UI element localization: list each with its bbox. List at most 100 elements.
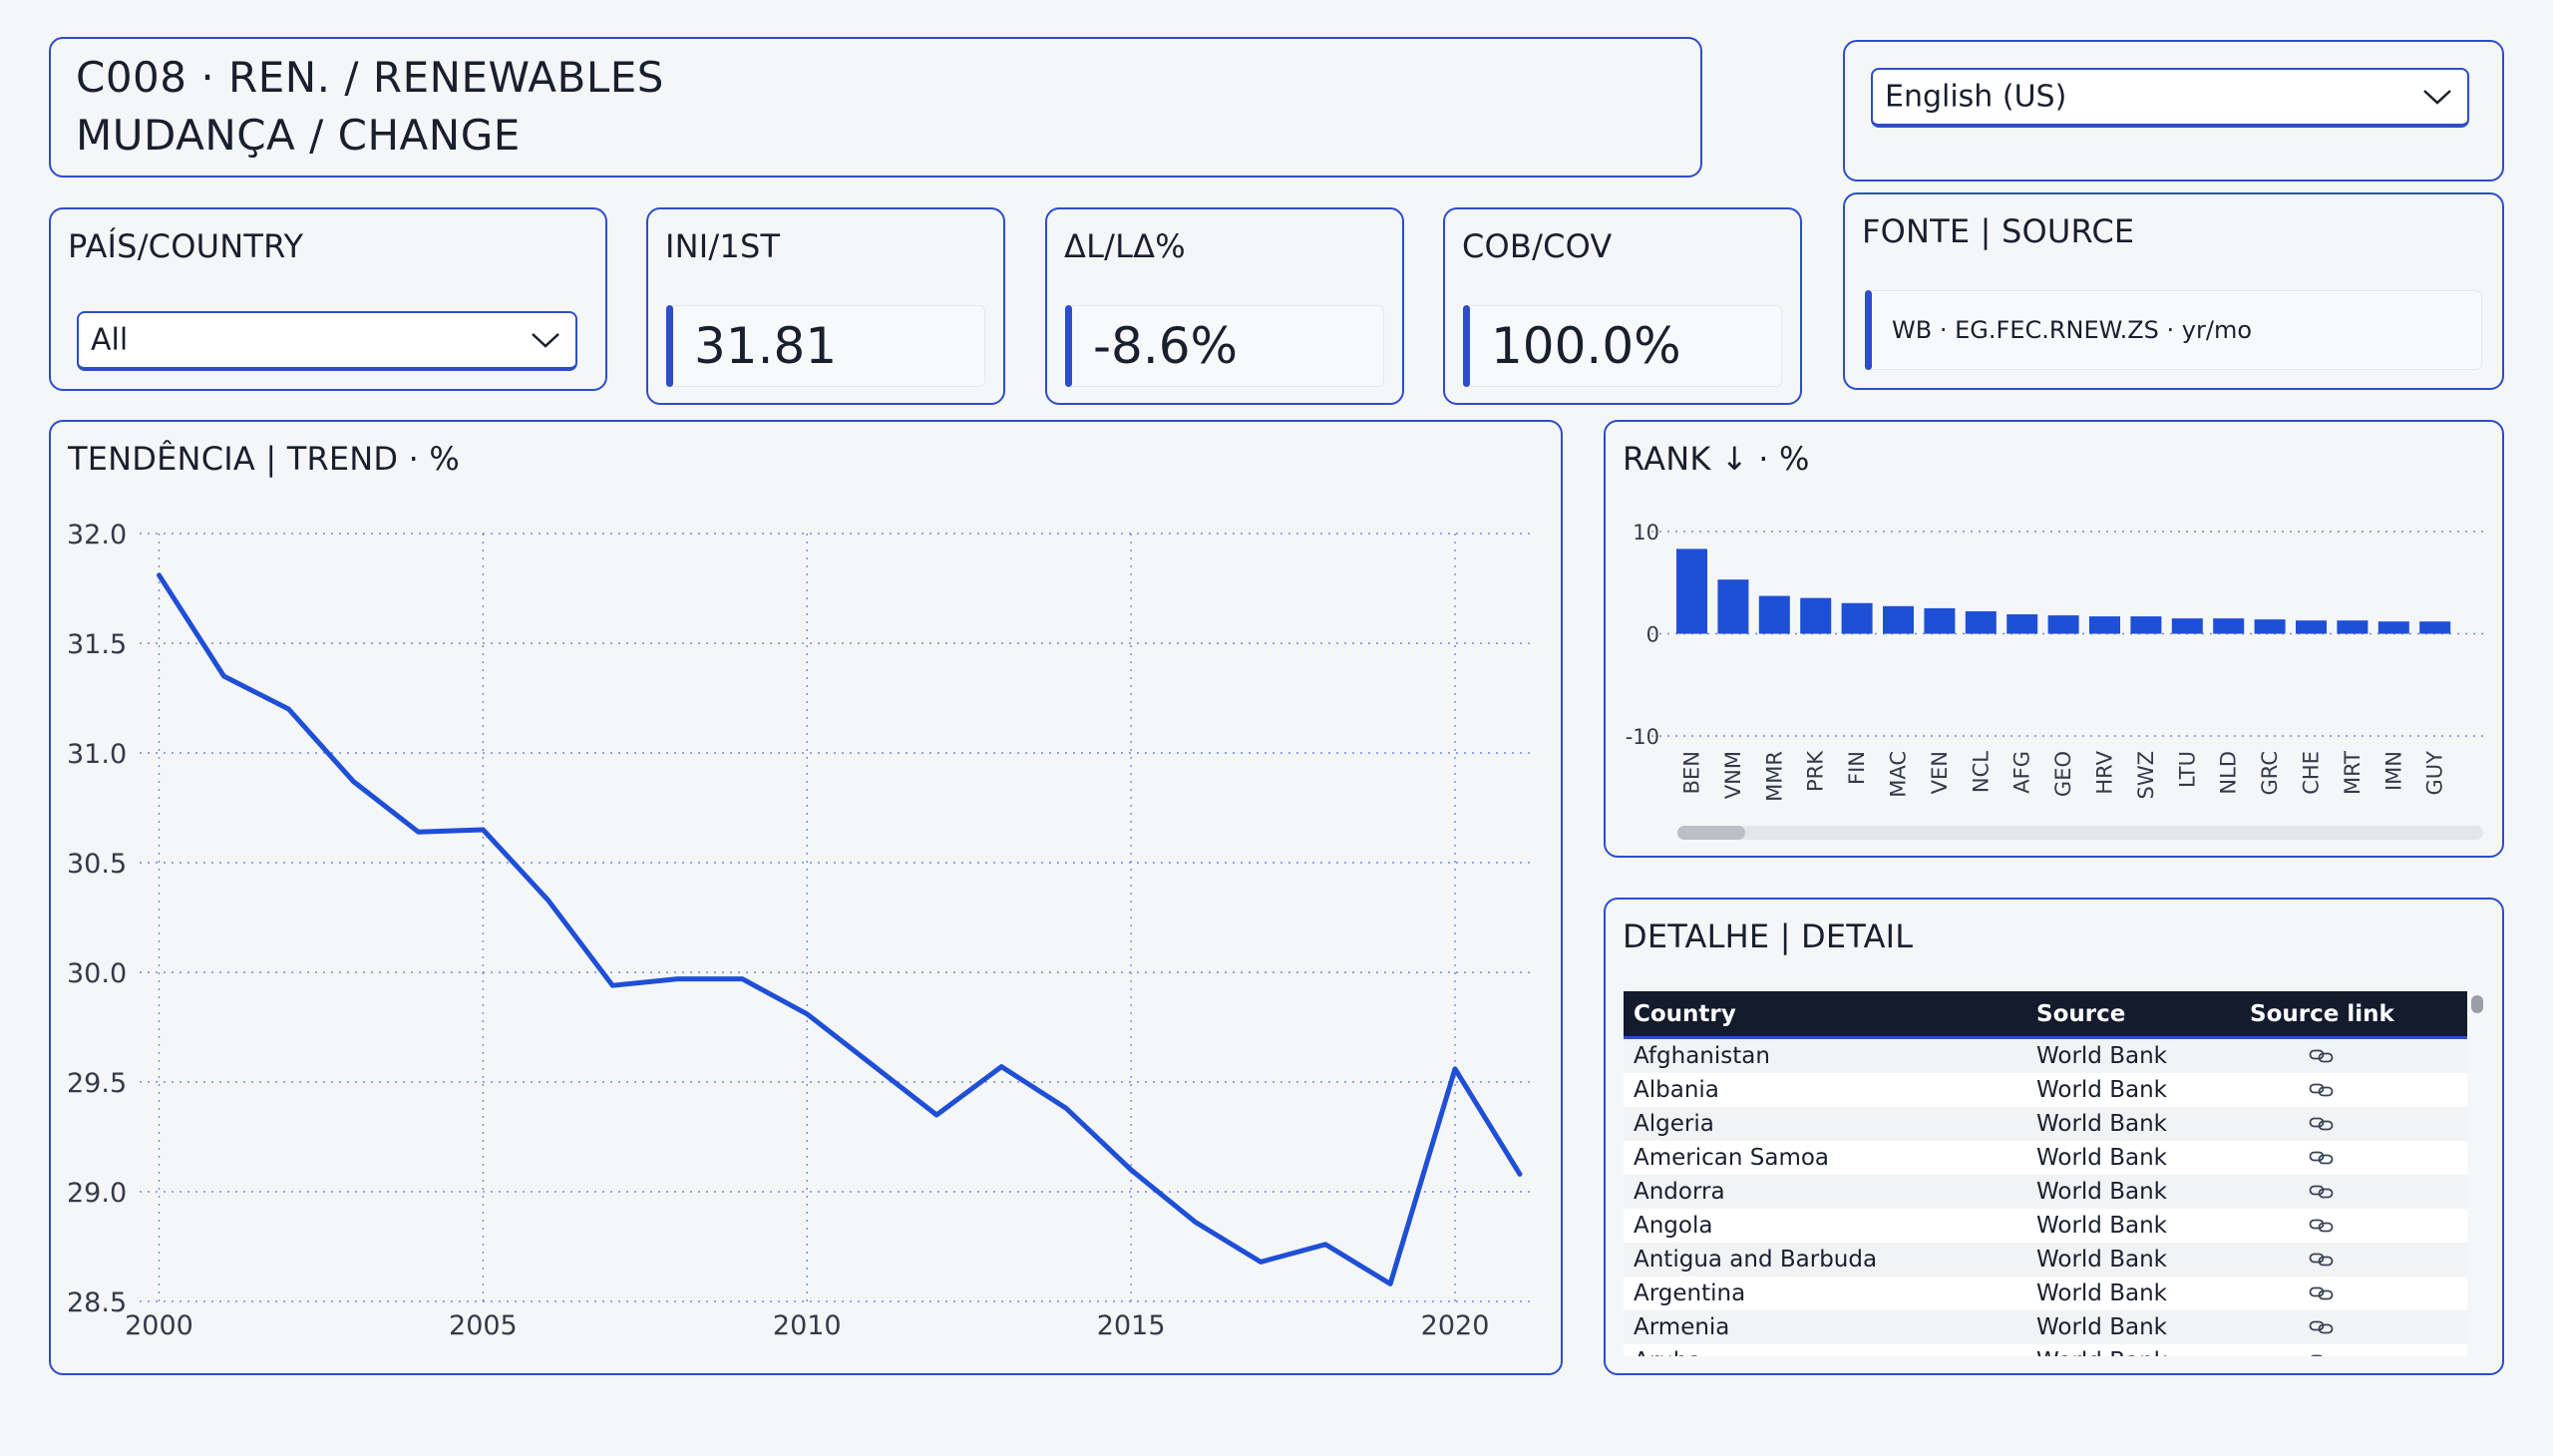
cell-source: World Bank <box>2036 1314 2167 1340</box>
column-header-source[interactable]: Source <box>2036 1000 2126 1027</box>
link-icon[interactable] <box>2309 1354 2335 1356</box>
y-tick-label: 30.0 <box>67 958 127 989</box>
table-row[interactable]: Antigua and Barbuda World Bank <box>1624 1243 2467 1276</box>
link-icon[interactable] <box>2309 1049 2335 1063</box>
y-tick-label: 31.5 <box>67 629 127 660</box>
cell-source-link <box>2250 1151 2467 1165</box>
cell-country: Angola <box>1634 1213 1713 1239</box>
cell-country: Argentina <box>1634 1280 1746 1306</box>
column-header-country[interactable]: Country <box>1634 1000 1736 1027</box>
x-tick-label: NLD <box>2217 751 2241 795</box>
cell-country: Armenia <box>1634 1314 1730 1340</box>
rank-bar <box>2130 616 2162 634</box>
x-tick-label: GUY <box>2423 751 2447 796</box>
kpi-value: 100.0% <box>1491 317 1681 375</box>
x-tick-label: 2010 <box>773 1310 842 1341</box>
x-tick-label: IMN <box>2381 751 2405 791</box>
x-tick-label: GEO <box>2051 751 2075 797</box>
table-row[interactable]: American Samoa World Bank <box>1624 1141 2467 1175</box>
rank-bar <box>2337 620 2369 634</box>
rank-chart-title: RANK ↓ · % <box>1623 440 1810 478</box>
link-icon[interactable] <box>2309 1286 2335 1300</box>
table-row[interactable]: Angola World Bank <box>1624 1209 2467 1243</box>
cell-source: World Bank <box>2036 1179 2167 1205</box>
cell-source: World Bank <box>2036 1111 2167 1137</box>
kpi-accent-bar <box>666 305 673 387</box>
x-tick-label: SWZ <box>2134 751 2158 799</box>
rank-bar <box>2377 621 2409 634</box>
rank-chart[interactable]: 10 0 -10 BEN VNM MMR PRK FIN MAC VEN NCL AFG GEO HRV S… <box>1606 422 2502 821</box>
x-tick-label: 2020 <box>1421 1310 1490 1341</box>
x-tick-label: VEN <box>1928 751 1952 794</box>
x-tick-label: GRC <box>2258 751 2282 795</box>
table-row[interactable]: Algeria World Bank <box>1624 1107 2467 1141</box>
x-tick-label: AFG <box>2010 751 2034 794</box>
link-icon[interactable] <box>2309 1320 2335 1334</box>
title-card: C008 · REN. / RENEWABLES MUDANÇA / CHANG… <box>49 37 1702 178</box>
link-icon[interactable] <box>2309 1117 2335 1131</box>
rank-bar <box>2006 614 2038 634</box>
source-text: WB · EG.FEC.RNEW.ZS · yr/mo <box>1892 316 2253 344</box>
scrollbar-thumb[interactable] <box>1677 826 1745 840</box>
table-row[interactable]: Armenia World Bank <box>1624 1310 2467 1344</box>
page-subtitle: MUDANÇA / CHANGE <box>76 111 521 160</box>
kpi-label: INI/1ST <box>665 227 781 265</box>
rank-bar <box>2089 616 2120 634</box>
cell-source: World Bank <box>2036 1213 2167 1239</box>
cell-source: World Bank <box>2036 1077 2167 1103</box>
cell-country: Albania <box>1634 1077 1719 1103</box>
cell-source: World Bank <box>2036 1348 2250 1356</box>
source-label: FONTE | SOURCE <box>1862 212 2135 250</box>
rank-bar <box>2047 615 2079 634</box>
rank-chart-card: RANK ↓ · % 10 0 -10 BEN VNM MMR PRK FIN MAC VEN NC… <box>1604 420 2504 858</box>
y-tick-label: 28.5 <box>67 1287 127 1318</box>
vertical-scrollbar-thumb[interactable] <box>2471 995 2483 1013</box>
column-header-source-link[interactable]: Source link <box>2250 1000 2394 1027</box>
chevron-down-icon <box>532 333 559 348</box>
link-icon[interactable] <box>2309 1219 2335 1233</box>
trend-series-line <box>157 572 1523 1286</box>
cell-country: American Samoa <box>1634 1145 1830 1171</box>
country-filter-card: PAÍS/COUNTRY All <box>49 207 607 391</box>
link-icon[interactable] <box>2309 1083 2335 1097</box>
kpi-value: 31.81 <box>694 317 838 375</box>
link-icon[interactable] <box>2309 1253 2335 1267</box>
language-selected: English (US) <box>1885 79 2067 115</box>
kpi-value-box: 31.81 <box>666 305 985 387</box>
table-row[interactable]: ArubaWorld Bank <box>1624 1344 2467 1356</box>
x-tick-label: PRK <box>1804 750 1828 792</box>
cell-source: World Bank <box>2036 1280 2167 1306</box>
y-tick-label: 10 <box>1633 521 1659 545</box>
table-row[interactable]: Andorra World Bank <box>1624 1175 2467 1209</box>
country-dropdown[interactable]: All <box>77 311 577 371</box>
cell-country: Afghanistan <box>1634 1043 1770 1069</box>
x-tick-label: NCL <box>1969 751 1993 793</box>
kpi-label: ΔL/LΔ% <box>1064 227 1186 265</box>
y-tick-label: 30.5 <box>67 849 127 880</box>
x-tick-label: HRV <box>2093 750 2117 794</box>
table-body: Afghanistan World Bank Albania World Bank Al… <box>1624 1039 2467 1356</box>
table-row[interactable]: Afghanistan World Bank <box>1624 1039 2467 1073</box>
kpi-value-box: -8.6% <box>1065 305 1384 387</box>
table-row[interactable]: Argentina World Bank <box>1624 1276 2467 1310</box>
cell-country: Andorra <box>1634 1179 1725 1205</box>
cell-source-link <box>2250 1320 2467 1334</box>
source-card: FONTE | SOURCE WB · EG.FEC.RNEW.ZS · yr/… <box>1843 192 2504 390</box>
x-tick-label: 2015 <box>1097 1310 1166 1341</box>
link-icon[interactable] <box>2309 1151 2335 1165</box>
x-tick-label: VNM <box>1721 751 1745 799</box>
horizontal-scrollbar[interactable] <box>1677 826 2483 840</box>
y-tick-label: 0 <box>1646 623 1659 647</box>
cell-source-link <box>2250 1049 2467 1063</box>
table-row[interactable]: Albania World Bank <box>1624 1073 2467 1107</box>
cell-source-link <box>2250 1354 2467 1356</box>
page-title: C008 · REN. / RENEWABLES <box>76 53 664 102</box>
x-tick-label: MAC <box>1887 751 1911 798</box>
cell-source-link <box>2250 1286 2467 1300</box>
trend-chart-title: TENDÊNCIA | TREND · % <box>68 440 460 478</box>
link-icon[interactable] <box>2309 1185 2335 1199</box>
language-dropdown[interactable]: English (US) <box>1871 68 2469 128</box>
cell-source-link <box>2250 1185 2467 1199</box>
cell-source-link <box>2250 1117 2467 1131</box>
